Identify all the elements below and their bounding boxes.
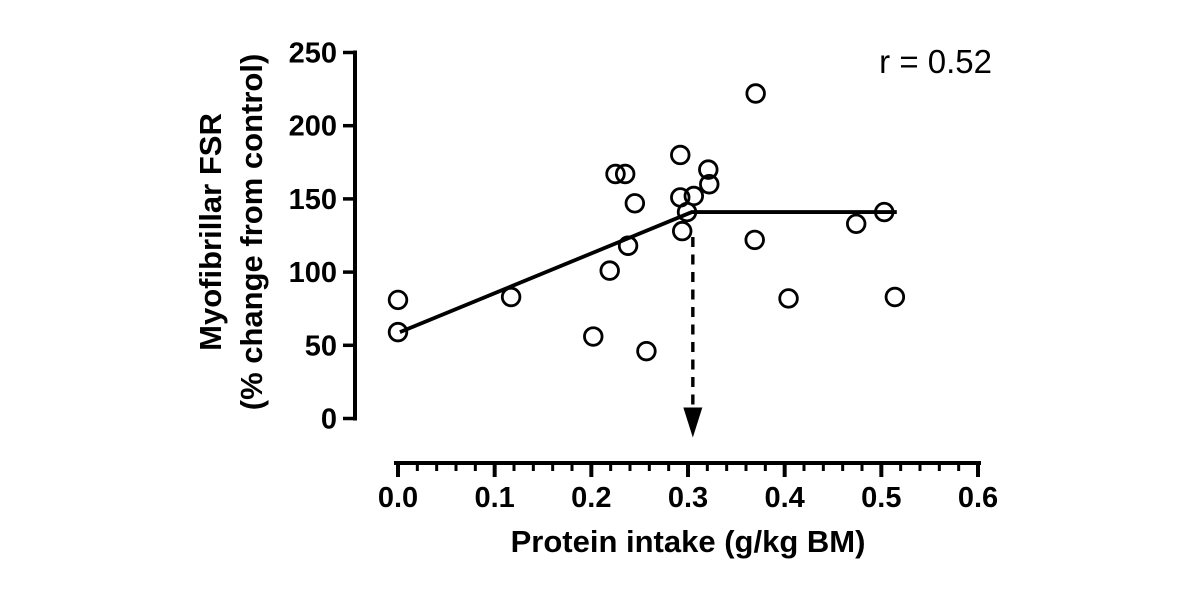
x-axis: 0.0 0.1 0.2 0.3 0.4 0.5 0.6 bbox=[378, 461, 998, 514]
regression-line bbox=[399, 210, 897, 334]
data-point bbox=[500, 286, 522, 308]
data-points bbox=[387, 83, 906, 362]
data-point bbox=[605, 163, 626, 185]
data-point bbox=[387, 289, 409, 311]
data-point bbox=[624, 193, 646, 214]
data-point bbox=[699, 174, 720, 195]
y-axis-title-line2: (% change from control) bbox=[234, 54, 269, 411]
y-axis-title-line1: Myofibrillar FSR bbox=[193, 113, 228, 351]
x-axis-title: Protein intake (g/kg BM) bbox=[511, 524, 866, 559]
y-tick-label: 50 bbox=[305, 330, 337, 362]
y-tick-label: 150 bbox=[289, 184, 337, 216]
data-point bbox=[614, 163, 636, 185]
data-point bbox=[745, 83, 766, 104]
x-tick-label: 0.3 bbox=[668, 482, 708, 514]
data-point bbox=[698, 159, 719, 180]
y-tick-label: 200 bbox=[289, 111, 337, 143]
data-point bbox=[636, 340, 657, 362]
data-point bbox=[884, 286, 906, 308]
data-point bbox=[617, 235, 639, 256]
x-tick-label: 0.2 bbox=[571, 482, 611, 514]
x-tick-label: 0.5 bbox=[861, 482, 901, 514]
x-tick-label: 0.4 bbox=[765, 482, 805, 514]
arrow-head bbox=[683, 407, 703, 438]
data-point bbox=[744, 229, 765, 251]
data-point bbox=[778, 288, 799, 309]
breakpoint-arrow bbox=[683, 236, 703, 438]
y-tick-label: 100 bbox=[289, 257, 337, 289]
data-point bbox=[387, 321, 409, 343]
correlation-annotation: r = 0.52 bbox=[879, 43, 992, 80]
trend-line bbox=[399, 210, 897, 334]
data-point bbox=[583, 326, 604, 347]
data-point bbox=[670, 144, 691, 166]
y-tick-label: 0 bbox=[321, 404, 337, 436]
data-point bbox=[672, 220, 693, 242]
data-point bbox=[846, 213, 867, 234]
x-tick-label: 0.1 bbox=[475, 482, 515, 514]
x-tick-label: 0.0 bbox=[378, 482, 418, 514]
data-point bbox=[676, 201, 698, 223]
y-axis: 0 50 100 150 200 250 bbox=[289, 38, 357, 436]
x-tick-label: 0.6 bbox=[958, 482, 998, 514]
y-tick-label: 250 bbox=[289, 38, 337, 70]
data-point bbox=[599, 260, 620, 281]
data-point bbox=[874, 201, 895, 223]
